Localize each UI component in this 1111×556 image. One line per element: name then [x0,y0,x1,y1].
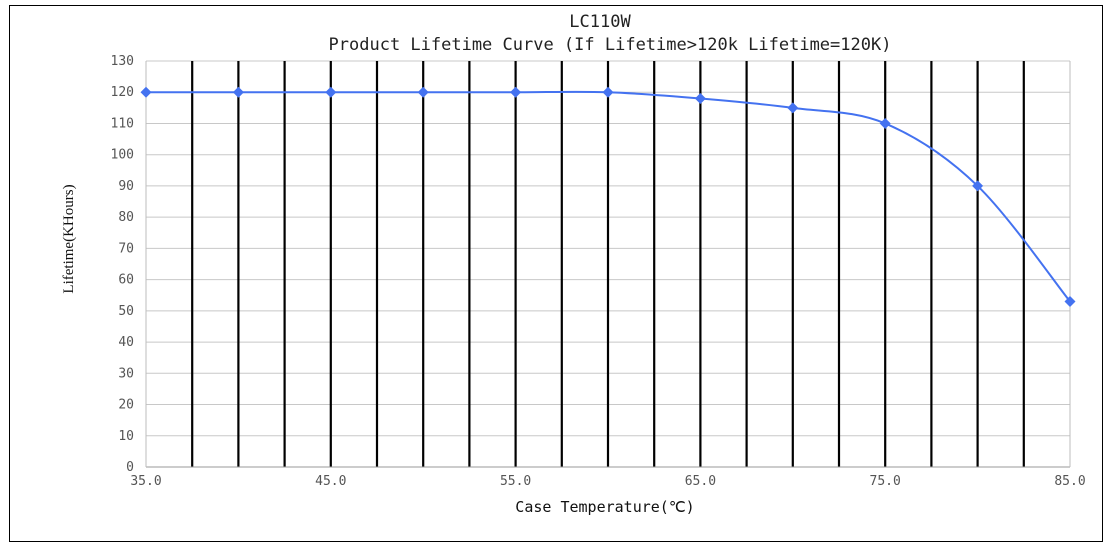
y-axis-label: Lifetime(KHours) [61,184,77,293]
y-tick-label: 0 [126,460,134,475]
data-point-marker [787,102,799,114]
y-tick-labels: 0 10 20 30 40 50 60 70 80 90 100 110 120 130 [111,54,134,475]
y-tick-label: 10 [118,429,134,444]
data-point-marker [232,86,244,98]
x-tick-label: 65.0 [685,474,716,489]
series-line [145,90,1071,303]
y-tick-label: 50 [118,304,134,319]
y-tick-label: 120 [111,85,134,100]
x-tick-label: 85.0 [1054,474,1085,489]
data-point-marker [879,117,891,129]
data-point-marker [140,86,152,98]
x-tick-label: 75.0 [870,474,901,489]
y-tick-label: 130 [111,54,134,69]
data-point-marker [325,86,337,98]
y-tick-label: 70 [118,241,134,256]
axes [145,61,1071,468]
data-point-marker [1064,295,1076,307]
y-tick-label: 30 [118,366,134,381]
x-tick-label: 35.0 [130,474,161,489]
chart-subtitle: Product Lifetime Curve (If Lifetime>120k… [329,35,892,55]
x-tick-labels: 35.0 45.0 55.0 65.0 75.0 85.0 [130,474,1085,489]
data-point-marker [602,86,614,98]
y-tick-label: 90 [118,179,134,194]
series-layer [140,86,1076,307]
vertical-lines [191,61,1025,467]
data-point-marker [510,86,522,98]
y-tick-label: 80 [118,210,134,225]
data-point-marker [972,180,984,192]
x-axis-label: Case Temperature(℃) [515,498,694,516]
y-tick-label: 60 [118,273,134,288]
y-tick-label: 20 [118,398,134,413]
y-tick-label: 100 [111,148,134,163]
data-point-marker [417,86,429,98]
y-tick-label: 110 [111,116,134,131]
data-point-marker [694,92,706,104]
chart-title: LC110W [569,12,631,32]
x-tick-label: 55.0 [500,474,531,489]
x-tick-label: 45.0 [315,474,346,489]
y-tick-label: 40 [118,335,134,350]
